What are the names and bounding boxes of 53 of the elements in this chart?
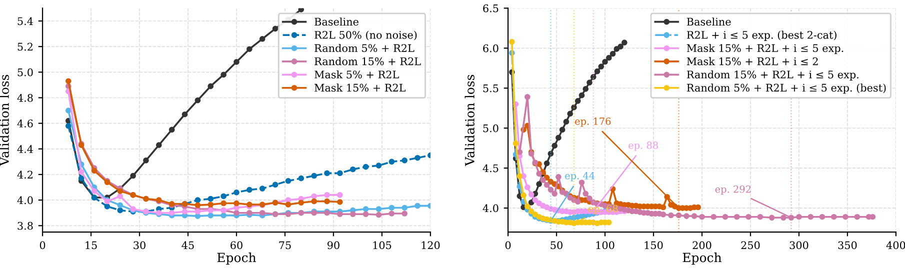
x-tick-label: 400 <box>886 241 905 250</box>
x-tick-label: 15 <box>86 241 97 250</box>
legend-label: Baseline <box>314 18 358 26</box>
annotation: ep. 88 <box>628 142 658 151</box>
x-tick-label: 45 <box>182 241 194 250</box>
y-tick-label: 6.5 <box>483 4 498 12</box>
legend-label: Mask 15% + R2L + i ≤ 5 exp. <box>686 44 844 54</box>
y-tick-label: 5.4 <box>18 17 33 26</box>
annotation: ep. 44 <box>565 172 595 182</box>
x-tick-label: 120 <box>422 241 440 250</box>
x-tick-label: 30 <box>134 241 146 250</box>
x-tick-label: 300 <box>790 241 808 250</box>
y-axis-title: Validation loss <box>464 74 474 166</box>
y-tick-label: 4.0 <box>482 204 498 212</box>
legend-label: Random 15% + R2L + i ≤ 5 exp. <box>686 70 858 80</box>
legend-label: Random 15% + R2L <box>314 57 421 66</box>
x-tick-label: 50 <box>550 241 562 250</box>
y-tick-label: 6.0 <box>483 44 498 52</box>
y-tick-label: 5.0 <box>483 124 498 132</box>
y-tick-label: 4.8 <box>17 94 33 102</box>
x-tick-label: 100 <box>596 241 614 250</box>
x-tick-label: 90 <box>328 241 340 250</box>
legend-label: Mask 15% + R2L + i ≤ 2 <box>686 57 818 66</box>
y-tick-label: 4.6 <box>17 120 33 128</box>
y-tick-label: 4.2 <box>17 170 32 179</box>
annotation: ep. 176 <box>575 118 611 127</box>
x-tick-label: 250 <box>741 241 760 250</box>
legend-label: Baseline <box>686 18 731 26</box>
x-tick-label: 105 <box>373 241 392 250</box>
y-tick-label: 5.0 <box>18 68 33 76</box>
x-tick-label: 150 <box>644 241 663 250</box>
legend-label: Mask 15% + R2L <box>314 84 406 92</box>
annotation: ep. 292 <box>715 185 751 195</box>
y-tick-label: 4.4 <box>17 145 33 154</box>
x-axis-title: Epoch <box>217 252 256 265</box>
legend-label: R2L 50% (no noise) <box>314 30 417 40</box>
y-tick-label: 5.5 <box>483 84 498 92</box>
x-tick-label: 75 <box>279 241 291 250</box>
y-tick-label: 4.0 <box>17 196 33 204</box>
x-tick-label: 0 <box>40 241 46 250</box>
x-tick-label: 200 <box>692 241 712 250</box>
legend-label: Mask 5% + R2L <box>314 70 399 78</box>
y-tick-label: 3.8 <box>18 222 33 230</box>
x-tick-label: 0 <box>505 241 511 250</box>
x-axis-title: Epoch <box>682 252 722 265</box>
legend-label: Random 5% + R2L + i ≤ 5 exp. (best) <box>686 84 886 94</box>
x-tick-label: 350 <box>838 241 857 250</box>
y-tick-label: 5.2 <box>18 42 32 51</box>
annotation: ep. 68 <box>588 204 618 214</box>
x-tick-label: 60 <box>230 241 242 250</box>
legend-label: R2L + i ≤ 5 exp. (best 2-cat) <box>686 30 836 41</box>
y-tick-label: 4.5 <box>482 164 498 172</box>
legend-label: Random 5% + R2L <box>314 44 414 52</box>
